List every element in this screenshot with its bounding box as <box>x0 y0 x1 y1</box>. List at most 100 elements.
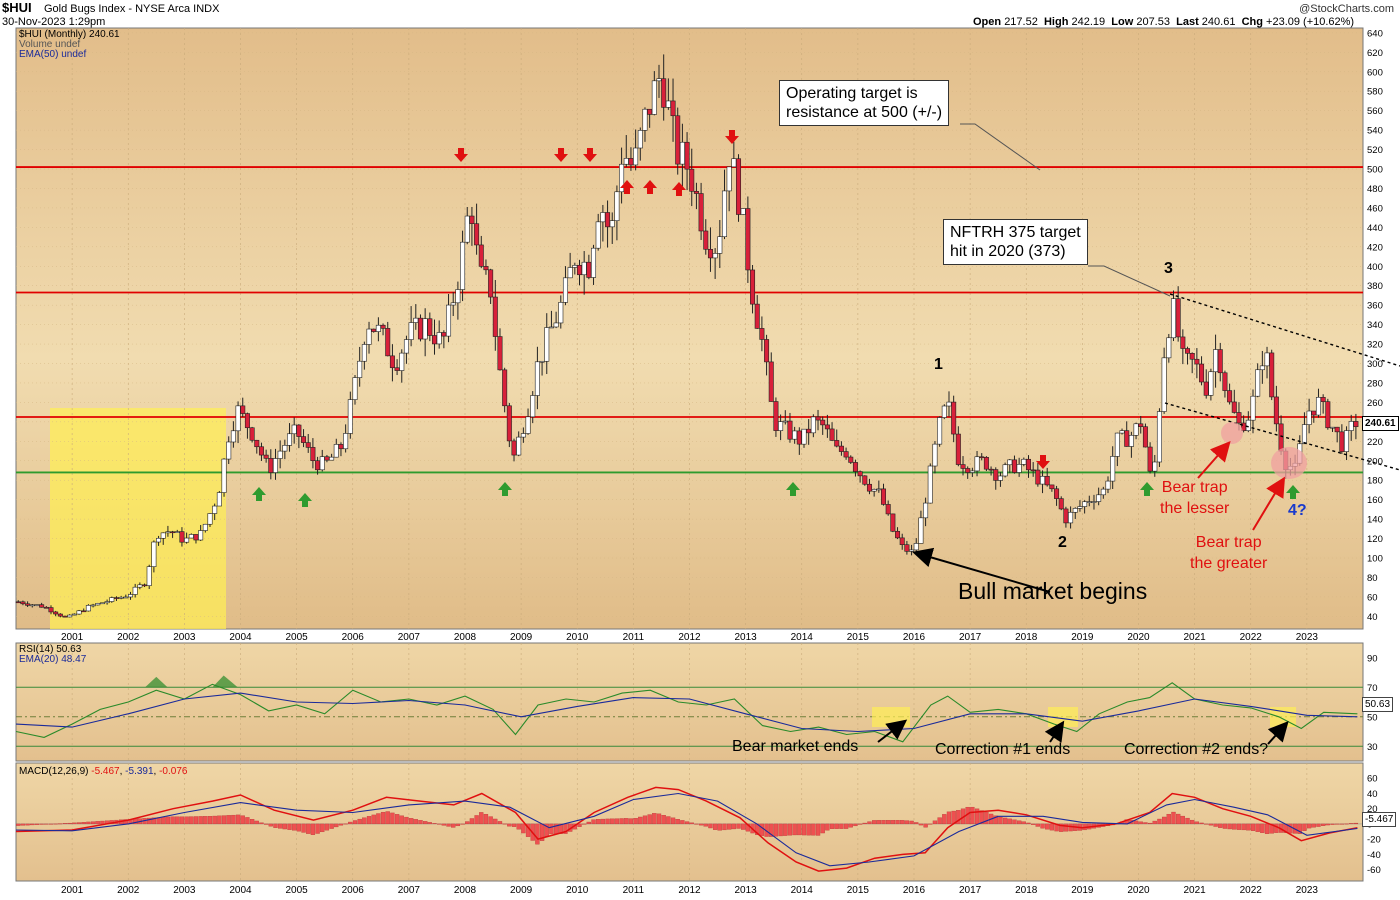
red-down-arrow <box>583 148 597 162</box>
macd-hist-bar <box>1232 823 1237 830</box>
macd-hist-bar <box>1236 823 1242 830</box>
candle-up <box>1119 430 1125 434</box>
macd-hist-bar <box>329 823 334 829</box>
candle-down <box>254 439 260 448</box>
x-tick-label: 2001 <box>61 885 84 896</box>
macd-hist-bar <box>848 823 853 828</box>
candle-up <box>207 513 213 525</box>
candle-down <box>441 332 447 337</box>
macd-hist-bar <box>909 820 914 825</box>
candle-up <box>1128 434 1134 447</box>
x-tick-label: 2013 <box>735 632 758 643</box>
candle-down <box>417 317 423 340</box>
candle-up <box>156 537 162 543</box>
macd-hist-bar <box>708 823 713 829</box>
candle-up <box>1021 458 1027 465</box>
macd-hist-bar <box>465 821 470 825</box>
macd-hist-bar <box>872 820 877 825</box>
candle-down <box>474 223 480 246</box>
y-tick-label: 340 <box>1367 320 1383 331</box>
y-tick-label: 260 <box>1367 398 1383 409</box>
macd-hist-bar <box>86 821 91 825</box>
macd-hist-bar <box>946 811 952 825</box>
y-tick-label: 300 <box>1367 359 1383 370</box>
candle-down <box>857 471 863 477</box>
macd-hist-bar <box>610 818 615 825</box>
chg-label: Chg <box>1241 16 1263 28</box>
candle-up <box>221 458 227 493</box>
macd-hist-bar <box>1068 823 1073 832</box>
correction-2-label: Correction #2 ends? <box>1124 741 1269 758</box>
candle-down <box>754 303 760 329</box>
macd-hist-bar <box>843 823 849 829</box>
rsi-overbought-fill <box>212 675 238 688</box>
y-tick-label: 100 <box>1367 554 1383 565</box>
candle-up <box>1016 464 1022 473</box>
macd-hist-bar <box>67 822 72 825</box>
bear-market-ends-arrow <box>877 719 908 743</box>
macd-hist-bar <box>1031 823 1036 825</box>
candle-up <box>165 531 171 534</box>
price-legend: $HUI (Monthly) 240.61 Volume undef EMA(5… <box>19 30 120 60</box>
candle-down <box>1194 358 1200 365</box>
macd-hist-bar <box>1316 823 1321 827</box>
candle-up <box>287 433 293 446</box>
macd-hist-bar <box>1325 823 1330 826</box>
candle-down <box>142 584 148 587</box>
macd-hist-bar <box>235 814 241 825</box>
candle-up <box>946 401 952 407</box>
macd-hist-bar <box>867 821 872 825</box>
candle-up <box>562 277 568 303</box>
macd-line <box>15 786 1358 872</box>
macd-hist-bar <box>184 816 189 825</box>
candle-up <box>740 208 746 215</box>
macd-hist-bar <box>390 812 395 825</box>
macd-hist-bar <box>338 823 344 826</box>
ohlc-readout: Open 217.52 High 242.19 Low 207.53 Last … <box>973 16 1354 29</box>
candle-down <box>502 369 508 407</box>
macd-hist-bar <box>352 820 358 825</box>
y-tick-label: 480 <box>1367 184 1383 195</box>
candle-up <box>137 584 143 588</box>
macd-hist-bar <box>408 818 414 825</box>
green-up-arrow <box>1140 482 1154 496</box>
price-legend-line1: $HUI (Monthly) 240.61 <box>19 29 120 40</box>
candle-up <box>1315 397 1321 416</box>
macd-hist-bar <box>886 820 891 825</box>
last-value: 240.61 <box>1201 16 1236 28</box>
candle-down <box>389 355 395 369</box>
macd-hist-bar <box>371 814 376 825</box>
candle-down <box>1199 363 1205 383</box>
red-up-arrow <box>672 182 686 196</box>
price-legend-line2: Volume undef <box>19 39 81 50</box>
candle-down <box>647 108 653 115</box>
macd-hist-bar <box>507 823 512 827</box>
macd-hist-bar <box>20 823 26 826</box>
macd-hist-bar <box>993 815 998 825</box>
candle-down <box>890 513 896 532</box>
candle-down <box>759 328 765 340</box>
candle-down <box>745 208 751 271</box>
macd-y-tick: 60 <box>1367 774 1378 785</box>
x-tick-label: 2023 <box>1296 885 1319 896</box>
rsi-legend-line2: EMA(20) 48.47 <box>19 654 87 665</box>
macd-hist-bar <box>577 823 582 827</box>
candle-down <box>1334 426 1340 433</box>
x-tick-label: 2005 <box>286 885 309 896</box>
candle-down <box>193 534 199 541</box>
candle-down <box>301 436 307 443</box>
x-tick-label: 2021 <box>1184 632 1207 643</box>
candle-up <box>29 604 35 607</box>
candle-down <box>904 544 910 552</box>
candle-down <box>268 458 274 473</box>
candle-down <box>478 244 484 267</box>
open-label: Open <box>973 16 1002 28</box>
bear-trap-lesser-arrow <box>1197 441 1231 479</box>
candle-down <box>965 468 971 473</box>
candle-down <box>1231 401 1237 413</box>
upper-trendline <box>1169 293 1400 367</box>
macd-hist-bar <box>918 823 924 826</box>
macd-hist-bar <box>797 823 802 836</box>
macd-hist-bar <box>876 820 881 825</box>
candle-up <box>534 361 540 396</box>
